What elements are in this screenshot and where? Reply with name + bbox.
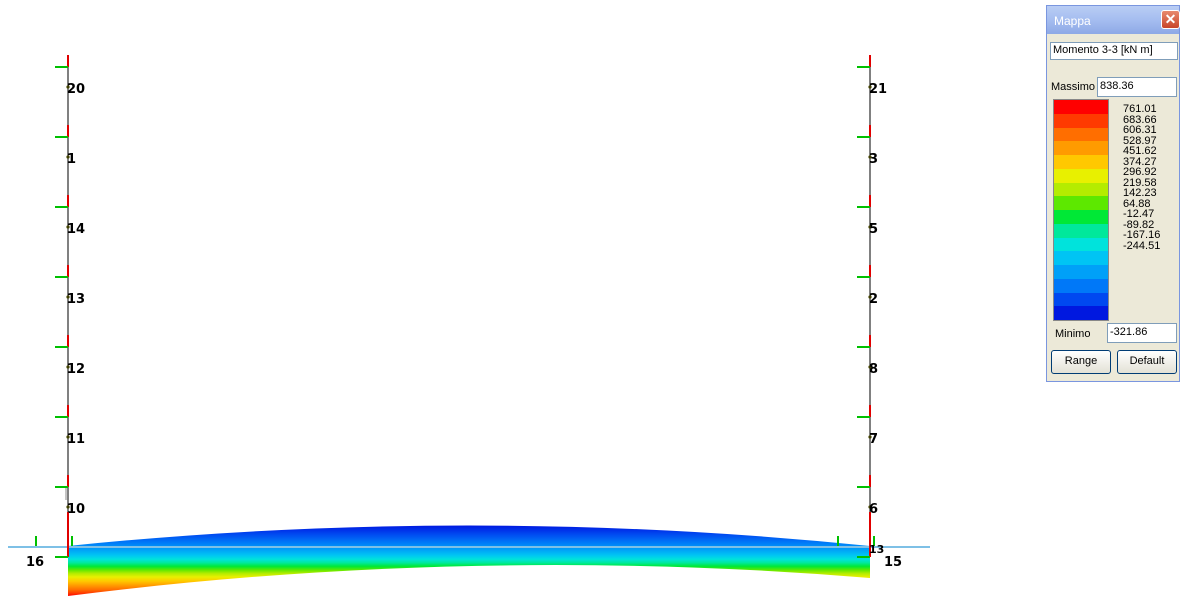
color-swatch [1054, 127, 1108, 142]
node-label: 1 [67, 152, 76, 167]
node-label: 15 [884, 555, 902, 570]
close-icon[interactable]: ✕ [1161, 10, 1180, 29]
color-swatch [1054, 182, 1108, 197]
node-label: 13 [67, 292, 85, 307]
color-swatch [1054, 100, 1108, 114]
color-scale-bar [1053, 99, 1109, 321]
scale-value: -12.47 [1123, 208, 1155, 220]
color-swatch [1054, 265, 1108, 279]
scale-value: -244.51 [1123, 239, 1161, 252]
color-swatch [1054, 155, 1108, 169]
color-swatch [1054, 168, 1108, 183]
scale-value: 528.97 [1123, 134, 1157, 147]
node-dots [66, 85, 872, 509]
section-markers [35, 55, 875, 558]
node-label: 5 [869, 222, 878, 237]
quantity-select[interactable]: Momento 3-3 [kN m] [1050, 42, 1178, 60]
color-swatch [1054, 210, 1108, 224]
scale-value: -89.82 [1123, 218, 1155, 231]
node-label: 3 [869, 152, 878, 167]
scale-value: 761.01 [1123, 103, 1157, 115]
color-swatch [1054, 278, 1108, 293]
color-scale-values: 761.01 683.66 606.31 528.97 451.62 374.27 296.… [1123, 104, 1160, 251]
scale-value: 219.58 [1123, 176, 1157, 189]
scale-value: 683.66 [1123, 113, 1157, 126]
window-title: Mappa [1054, 14, 1091, 28]
scale-value: 296.92 [1123, 166, 1157, 178]
title-bar[interactable]: Mappa ✕ [1047, 6, 1180, 34]
scale-value: 374.27 [1123, 155, 1157, 168]
min-value-input[interactable]: -321.86 [1107, 323, 1177, 343]
max-label: Massimo [1051, 81, 1096, 93]
range-button[interactable]: Range [1051, 350, 1111, 374]
node-label: 2 [869, 292, 878, 307]
node-label: 7 [869, 432, 878, 447]
scale-value: 64.88 [1123, 197, 1151, 210]
node-label: 13 [869, 543, 884, 556]
scale-value: 451.62 [1123, 145, 1157, 157]
color-swatch [1054, 223, 1108, 238]
color-swatch [1054, 141, 1108, 155]
color-swatch [1054, 292, 1108, 307]
node-label: 20 [67, 82, 85, 97]
color-swatch [1054, 251, 1108, 265]
node-label: 10 [67, 502, 85, 517]
color-swatch [1054, 113, 1108, 128]
scale-value: 606.31 [1123, 124, 1157, 136]
node-label: 8 [869, 362, 878, 377]
node-label: 11 [67, 432, 85, 447]
node-label: 12 [67, 362, 85, 377]
node-label: 21 [869, 82, 887, 97]
color-swatch [1054, 306, 1108, 320]
max-value-input[interactable]: 838.36 [1097, 77, 1177, 97]
node-label: 16 [26, 555, 44, 570]
node-label: 14 [67, 222, 85, 237]
moment-diagram-fill [68, 525, 870, 596]
node-label: 6 [869, 502, 878, 517]
color-swatch [1054, 196, 1108, 210]
scale-value: -167.16 [1123, 229, 1161, 241]
color-swatch [1054, 237, 1108, 252]
default-button[interactable]: Default [1117, 350, 1177, 374]
min-label: Minimo [1055, 328, 1091, 340]
color-map-window[interactable]: Mappa ✕ Momento 3-3 [kN m] Massimo 838.3… [1046, 5, 1180, 382]
scale-value: 142.23 [1123, 187, 1157, 199]
